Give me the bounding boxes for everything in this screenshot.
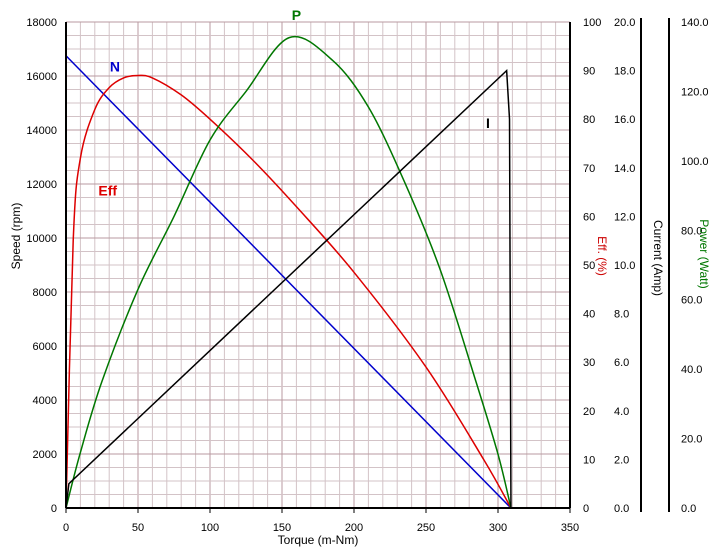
speed-tick-label: 14000	[26, 125, 57, 137]
series-label-i: I	[486, 115, 490, 131]
series-label-p: P	[292, 7, 301, 23]
eff-tick-label: 70	[583, 163, 595, 175]
current-tick-label: 2.0	[614, 454, 629, 466]
series-label-n: N	[110, 58, 120, 74]
current-tick-label: 4.0	[614, 406, 629, 418]
labels-layer: N Eff P I	[98, 7, 489, 199]
x-tick-label: 200	[345, 522, 363, 534]
series-p-line	[65, 35, 512, 509]
speed-tick-label: 4000	[33, 395, 57, 407]
series-layer	[65, 35, 512, 509]
x-tick-label: 250	[417, 522, 435, 534]
speed-tick-label: 8000	[33, 287, 57, 299]
speed-tick-label: 12000	[26, 179, 57, 191]
series-i-line	[65, 68, 512, 509]
power-tick-label: 120.0	[681, 86, 709, 98]
power-tick-label: 40.0	[681, 364, 702, 376]
speed-axis-title: Speed (rpm)	[9, 203, 23, 270]
eff-tick-label: 50	[583, 260, 595, 272]
eff-tick-label: 10	[583, 454, 595, 466]
power-tick-label: 20.0	[681, 434, 702, 446]
eff-tick-label: 20	[583, 406, 595, 418]
current-axis-title: Current (Amp)	[651, 220, 665, 296]
current-tick-label: 12.0	[614, 211, 635, 223]
speed-tick-label: 6000	[33, 341, 57, 353]
power-tick-label: 60.0	[681, 295, 702, 307]
x-tick-label: 50	[132, 522, 144, 534]
current-tick-label: 18.0	[614, 66, 635, 78]
x-tick-label: 100	[201, 522, 219, 534]
x-tick-label: 300	[489, 522, 507, 534]
eff-tick-label: 90	[583, 66, 595, 78]
series-eff-line	[65, 74, 512, 509]
current-tick-label: 16.0	[614, 114, 635, 126]
eff-tick-label: 100	[583, 17, 601, 29]
eff-tick-label: 80	[583, 114, 595, 126]
power-axis-title: Power (Watt)	[697, 219, 711, 289]
speed-tick-label: 18000	[26, 17, 57, 29]
current-tick-label: 6.0	[614, 357, 629, 369]
current-tick-label: 14.0	[614, 163, 635, 175]
x-axis-title: Torque (m-Nm)	[278, 533, 359, 547]
power-tick-label: 140.0	[681, 17, 709, 29]
power-tick-label: 80.0	[681, 225, 702, 237]
speed-tick-label: 10000	[26, 233, 57, 245]
eff-tick-label: 40	[583, 309, 595, 321]
current-tick-label: 0.0	[614, 503, 629, 515]
current-tick-label: 8.0	[614, 309, 629, 321]
eff-tick-label: 30	[583, 357, 595, 369]
power-tick-label: 0.0	[681, 503, 696, 515]
eff-axis-title: Eff. (%)	[595, 236, 609, 276]
series-n-line	[65, 55, 512, 509]
x-tick-label: 0	[63, 522, 69, 534]
speed-tick-label: 2000	[33, 449, 57, 461]
grid	[65, 21, 571, 509]
x-tick-label: 350	[561, 522, 579, 534]
speed-tick-label: 0	[51, 503, 57, 515]
current-tick-label: 10.0	[614, 260, 635, 272]
series-label-eff: Eff	[98, 183, 117, 199]
current-tick-label: 20.0	[614, 17, 635, 29]
eff-tick-label: 60	[583, 211, 595, 223]
eff-tick-label: 0	[583, 503, 589, 515]
x-tick-label: 150	[273, 522, 291, 534]
speed-tick-label: 16000	[26, 71, 57, 83]
axes-layer: 0 50 100 150 200 250 300 3500200040006000800010…	[26, 17, 708, 534]
power-tick-label: 100.0	[681, 156, 709, 168]
